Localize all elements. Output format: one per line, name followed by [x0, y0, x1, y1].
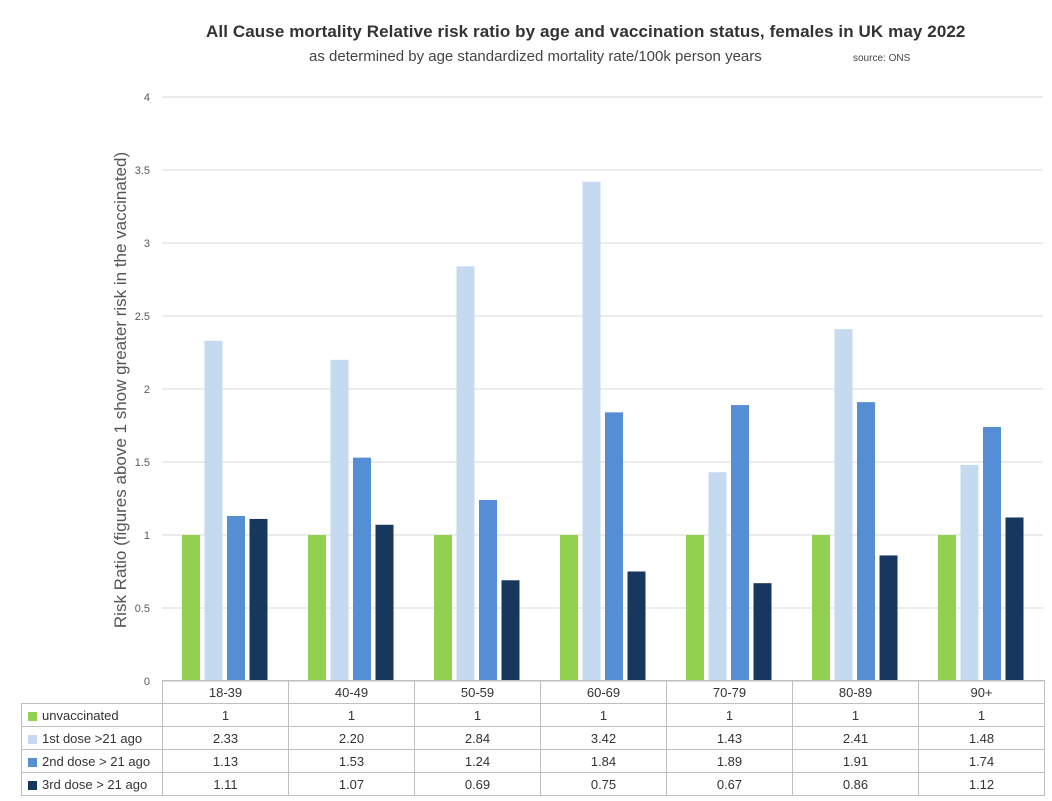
chart-source: source: ONS: [853, 53, 911, 64]
table-header-row: 18-39 40-49 50-59 60-69 70-79 80-89 90+: [21, 680, 1045, 704]
data-label: 2.84: [414, 726, 541, 750]
bar-60-69-series-3: [605, 412, 623, 681]
bar-70-79-series-3: [731, 405, 749, 681]
data-label: 1: [792, 703, 919, 727]
table-row: 3rd dose > 21 ago 1.11 1.07 0.69 0.75 0.67 0.8…: [21, 772, 1045, 796]
data-label: 1: [918, 703, 1045, 727]
table-row: unvaccinated 1 1 1 1 1 1 1: [21, 703, 1045, 727]
bar-40-49-series-3: [353, 457, 371, 681]
bar-40-49-series-2: [330, 359, 349, 681]
data-label: 1.13: [162, 749, 289, 773]
x-tick-label: 80-89: [792, 680, 919, 704]
y-tick-label: 1: [144, 530, 150, 542]
legend-swatch: [28, 780, 37, 790]
table-row: 2nd dose > 21 ago 1.13 1.53 1.24 1.84 1.89 1.9…: [21, 749, 1045, 773]
bar-70-79-series-1: [686, 535, 704, 681]
y-tick-label: 3.5: [135, 165, 150, 177]
x-tick-label: 50-59: [414, 680, 541, 704]
bar-80-89-series-4: [879, 555, 898, 681]
bar-90+-series-1: [938, 535, 956, 681]
legend-entry: 3rd dose > 21 ago: [21, 772, 163, 796]
legend-swatch: [28, 711, 37, 721]
data-label: 1.43: [666, 726, 793, 750]
legend-label: 2nd dose > 21 ago: [42, 753, 151, 769]
data-label: 1: [540, 703, 667, 727]
data-label: 3.42: [540, 726, 667, 750]
data-label: 0.67: [666, 772, 793, 796]
legend-label: 1st dose >21 ago: [42, 730, 143, 746]
data-label: 2.33: [162, 726, 289, 750]
x-tick-label: 40-49: [288, 680, 415, 704]
data-label: 1.07: [288, 772, 415, 796]
bar-80-89-series-2: [834, 329, 853, 681]
y-tick-label: 2.5: [135, 311, 150, 323]
data-label: 1.11: [162, 772, 289, 796]
bar-60-69-series-4: [627, 571, 646, 681]
bar-40-49-series-4: [375, 524, 394, 681]
chart-title: All Cause mortality Relative risk ratio …: [206, 22, 966, 41]
legend-label: unvaccinated: [42, 707, 119, 723]
legend-entry: 2nd dose > 21 ago: [21, 749, 163, 773]
x-tick-label: 60-69: [540, 680, 667, 704]
data-label: 1.53: [288, 749, 415, 773]
x-tick-label: 90+: [918, 680, 1045, 704]
y-tick-label: 4: [144, 92, 150, 104]
bar-40-49-series-1: [308, 535, 326, 681]
x-tick-label: 70-79: [666, 680, 793, 704]
data-table: 18-39 40-49 50-59 60-69 70-79 80-89 90+ unvacci…: [21, 680, 1045, 796]
bar-90+-series-4: [1005, 517, 1024, 681]
legend-swatch: [28, 734, 37, 744]
table-corner: [21, 680, 163, 704]
bar-50-59-series-4: [501, 580, 520, 681]
legend-swatch: [28, 757, 37, 767]
bar-18-39-series-1: [182, 535, 200, 681]
bar-50-59-series-2: [456, 266, 475, 681]
bar-50-59-series-3: [479, 499, 497, 681]
y-tick-label: 2: [144, 384, 150, 396]
bar-50-59-series-1: [434, 535, 452, 681]
data-label: 1: [162, 703, 289, 727]
data-label: 1.74: [918, 749, 1045, 773]
data-label: 0.69: [414, 772, 541, 796]
data-label: 1.89: [666, 749, 793, 773]
legend-entry: 1st dose >21 ago: [21, 726, 163, 750]
data-label: 1.91: [792, 749, 919, 773]
bar-18-39-series-4: [249, 518, 268, 681]
data-label: 1: [666, 703, 793, 727]
data-label: 2.41: [792, 726, 919, 750]
data-label: 1.48: [918, 726, 1045, 750]
data-label: 1.84: [540, 749, 667, 773]
data-label: 1: [288, 703, 415, 727]
bar-70-79-series-2: [708, 472, 727, 681]
bar-80-89-series-1: [812, 535, 830, 681]
bar-18-39-series-2: [204, 340, 223, 681]
bar-70-79-series-4: [753, 583, 772, 681]
bar-60-69-series-2: [582, 181, 601, 681]
y-tick-label: 0.5: [135, 603, 150, 615]
y-tick-label: 1.5: [135, 457, 150, 469]
data-label: 1.12: [918, 772, 1045, 796]
bar-90+-series-3: [983, 426, 1001, 681]
table-row: 1st dose >21 ago 2.33 2.20 2.84 3.42 1.43 2.41…: [21, 726, 1045, 750]
bar-18-39-series-3: [227, 516, 245, 681]
bar-60-69-series-1: [560, 535, 578, 681]
data-label: 0.86: [792, 772, 919, 796]
legend-entry: unvaccinated: [21, 703, 163, 727]
x-tick-label: 18-39: [162, 680, 289, 704]
legend-label: 3rd dose > 21 ago: [42, 776, 148, 792]
bar-90+-series-2: [960, 464, 979, 681]
data-label: 1.24: [414, 749, 541, 773]
y-tick-label: 3: [144, 238, 150, 250]
data-label: 1: [414, 703, 541, 727]
data-label: 0.75: [540, 772, 667, 796]
data-label: 2.20: [288, 726, 415, 750]
bar-80-89-series-3: [857, 402, 875, 681]
chart-subtitle: as determined by age standardized mortal…: [309, 48, 762, 65]
